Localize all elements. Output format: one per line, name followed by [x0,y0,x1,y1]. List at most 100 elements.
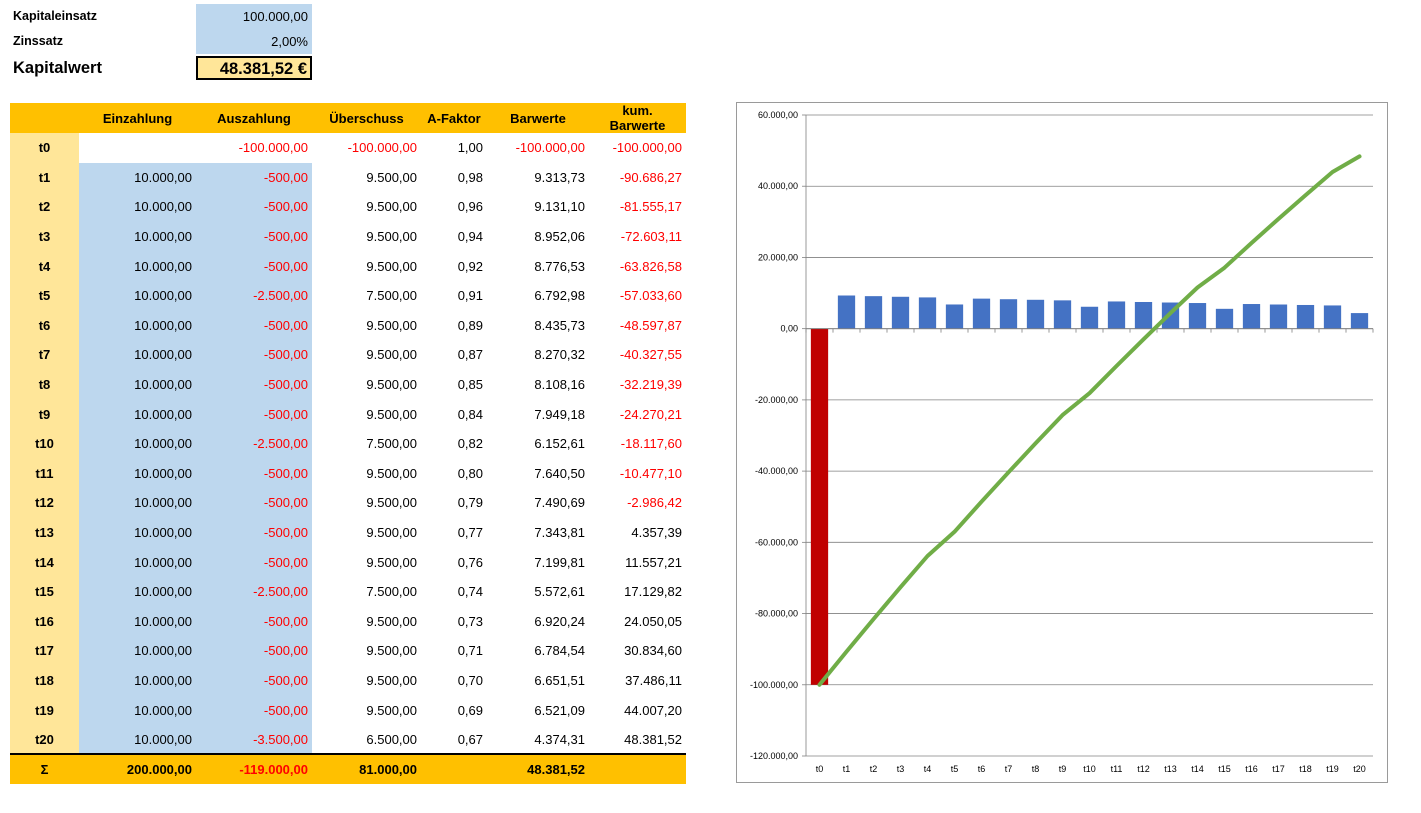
x-tick-label: t16 [1245,764,1258,774]
cell-einzahlung[interactable]: 10.000,00 [79,340,196,370]
cell-einzahlung[interactable]: 10.000,00 [79,488,196,518]
cell-ueberschuss: 9.500,00 [366,702,417,718]
cell-einzahlung[interactable]: 10.000,00 [79,399,196,429]
cell-ueberschuss: 9.500,00 [366,672,417,688]
kapitaleinsatz-label: Kapitaleinsatz [13,9,98,23]
cell-einzahlung[interactable]: 10.000,00 [79,724,196,755]
cell-auszahlung[interactable]: -500,00 [196,547,312,577]
table-row: t0 -100.000,00 -100.000,00 1,00 -100.000,00 -… [10,133,686,163]
cell-auszahlung[interactable]: -2.500,00 [196,576,312,607]
cell-auszahlung[interactable]: -500,00 [196,369,312,400]
cell-einzahlung[interactable]: 10.000,00 [79,280,196,311]
cell-auszahlung[interactable]: -500,00 [196,221,312,252]
cell-kum-barwert: -24.270,21 [619,406,682,422]
cell-auszahlung[interactable]: -500,00 [196,162,312,193]
cell-auszahlung[interactable]: -100.000,00 [238,140,308,156]
cell-auszahlung[interactable]: -500,00 [196,458,312,489]
bar-t9 [1053,300,1072,329]
cell-afaktor: 0,76 [457,554,483,570]
table-row: t10 10.000,00 -2.500,00 7.500,00 0,82 6.152,6… [10,428,686,459]
zinssatz-input[interactable]: 2,00% [196,29,312,54]
cell-einzahlung[interactable] [79,133,196,163]
cell-auszahlung[interactable]: -2.500,00 [196,428,312,459]
cell-period: t6 [10,310,79,341]
cell-kum-barwert: -48.597,87 [619,317,682,333]
cell-period: t11 [10,458,79,489]
cell-auszahlung[interactable]: -500,00 [196,251,312,281]
cell-afaktor: 0,82 [457,436,483,452]
cell-auszahlung[interactable]: -500,00 [196,310,312,341]
table-row: t4 10.000,00 -500,00 9.500,00 0,92 8.776,53 -6… [10,251,686,281]
table-row: t2 10.000,00 -500,00 9.500,00 0,96 9.131,10 -8… [10,192,686,222]
y-tick-label: 0,00 [780,324,798,334]
cell-afaktor: 0,87 [457,347,483,363]
cell-auszahlung[interactable]: -3.500,00 [196,724,312,755]
table-header-row: Einzahlung Auszahlung Überschuss A-Fakto… [10,103,686,133]
cell-einzahlung[interactable]: 10.000,00 [79,221,196,252]
x-tick-label: t14 [1191,764,1204,774]
cell-barwert: 6.152,61 [534,436,585,452]
cell-einzahlung[interactable]: 10.000,00 [79,251,196,281]
cell-einzahlung[interactable]: 10.000,00 [79,695,196,725]
cell-afaktor: 0,67 [457,731,483,747]
table-row: t11 10.000,00 -500,00 9.500,00 0,80 7.640,50 -… [10,458,686,489]
cell-einzahlung[interactable]: 10.000,00 [79,428,196,459]
cell-afaktor: 0,70 [457,672,483,688]
bar-t10 [1080,306,1099,329]
cell-afaktor: 0,77 [457,525,483,541]
cell-einzahlung[interactable]: 10.000,00 [79,369,196,400]
cell-kum-barwert: -40.327,55 [619,347,682,363]
y-tick-label: -40.000,00 [755,466,798,476]
cell-ueberschuss: 9.500,00 [366,465,417,481]
bar-t16 [1242,304,1261,329]
cell-auszahlung[interactable]: -500,00 [196,606,312,637]
cell-period: t14 [10,547,79,577]
cell-auszahlung[interactable]: -500,00 [196,695,312,725]
cell-einzahlung[interactable]: 10.000,00 [79,547,196,577]
cell-afaktor: 0,84 [457,406,483,422]
cell-afaktor: 0,73 [457,613,483,629]
cell-einzahlung[interactable]: 10.000,00 [79,606,196,637]
cell-ueberschuss: 9.500,00 [366,406,417,422]
cell-einzahlung[interactable]: 10.000,00 [79,576,196,607]
cell-kum-barwert: 44.007,20 [624,702,682,718]
cell-kum-barwert: -81.555,17 [619,199,682,215]
cell-ueberschuss: 9.500,00 [366,229,417,245]
cell-auszahlung[interactable]: -500,00 [196,636,312,666]
zinssatz-row: Zinssatz 2,00% [10,29,312,54]
cell-barwert: 5.572,61 [534,584,585,600]
summary-panel: Kapitaleinsatz 100.000,00 Zinssatz 2,00%… [10,4,312,82]
cell-einzahlung[interactable]: 10.000,00 [79,310,196,341]
cell-ueberschuss: 7.500,00 [366,584,417,600]
cell-auszahlung[interactable]: -2.500,00 [196,280,312,311]
x-tick-label: t17 [1272,764,1285,774]
cell-einzahlung[interactable]: 10.000,00 [79,665,196,696]
cell-auszahlung[interactable]: -500,00 [196,192,312,222]
total-einzahlung: 200.000,00 [79,753,196,785]
kapitalwert-value[interactable]: 48.381,52 € [196,56,312,80]
cell-einzahlung[interactable]: 10.000,00 [79,162,196,193]
x-tick-label: t9 [1059,764,1067,774]
cell-einzahlung[interactable]: 10.000,00 [79,636,196,666]
cell-auszahlung[interactable]: -500,00 [196,665,312,696]
cell-einzahlung[interactable]: 10.000,00 [79,517,196,548]
cell-barwert: 6.784,54 [534,643,585,659]
cell-auszahlung[interactable]: -500,00 [196,340,312,370]
kapitaleinsatz-input[interactable]: 100.000,00 [196,4,312,29]
cell-kum-barwert: -57.033,60 [619,288,682,304]
cell-ueberschuss: 7.500,00 [366,436,417,452]
x-tick-label: t18 [1299,764,1312,774]
cell-auszahlung[interactable]: -500,00 [196,399,312,429]
cell-auszahlung[interactable]: -500,00 [196,488,312,518]
cell-afaktor: 0,69 [457,702,483,718]
cell-einzahlung[interactable]: 10.000,00 [79,458,196,489]
x-tick-label: t4 [924,764,932,774]
header-auszahlung: Auszahlung [196,103,312,133]
bar-t19 [1323,305,1342,329]
cell-auszahlung[interactable]: -500,00 [196,517,312,548]
cell-ueberschuss: 9.500,00 [366,258,417,274]
y-tick-label: -20.000,00 [755,395,798,405]
cell-einzahlung[interactable]: 10.000,00 [79,192,196,222]
cell-barwert: 7.949,18 [534,406,585,422]
cell-ueberschuss: 9.500,00 [366,347,417,363]
